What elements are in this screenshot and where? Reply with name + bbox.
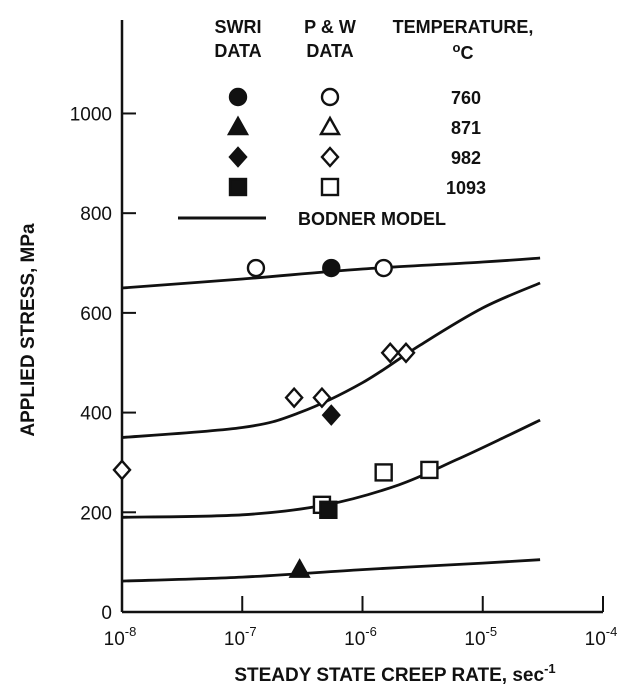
y-axis-label: APPLIED STRESS, MPa bbox=[18, 223, 39, 437]
pw-point-982 bbox=[312, 386, 332, 409]
model-curve-760 bbox=[121, 256, 541, 290]
legend-marker-swri-982 bbox=[228, 146, 248, 168]
legend-temperature-871: 871 bbox=[451, 118, 481, 138]
model-curve-871 bbox=[121, 558, 541, 583]
legend-marker-pw-982 bbox=[320, 146, 340, 168]
axis-labels: APPLIED STRESS, MPa STEADY STATE CREEP R… bbox=[18, 223, 556, 686]
legend-marker-pw-871 bbox=[318, 115, 342, 136]
legend-temperature-1093: 1093 bbox=[446, 178, 486, 198]
y-tick-label: 800 bbox=[80, 204, 112, 225]
legend-marker-swri-1093 bbox=[228, 177, 248, 197]
legend-model-label: BODNER MODEL bbox=[298, 209, 446, 229]
x-axis-label-text: STEADY STATE CREEP RATE, sec bbox=[234, 665, 544, 686]
legend-marker-pw-1093 bbox=[320, 177, 340, 197]
pw-point-760 bbox=[246, 258, 266, 278]
x-tick-label: 10-6 bbox=[344, 624, 377, 650]
legend-header-pw: P & W bbox=[304, 17, 356, 37]
model-curve-982 bbox=[121, 281, 541, 439]
y-tick-label: 0 bbox=[101, 603, 112, 624]
x-tick-label: 10-5 bbox=[464, 624, 497, 650]
pw-point-982 bbox=[380, 341, 400, 364]
legend-header-swri: DATA bbox=[214, 41, 261, 61]
x-axis-label: STEADY STATE CREEP RATE, sec-1 bbox=[234, 661, 555, 686]
swri-point-982 bbox=[321, 404, 341, 426]
x-tick-label: 10-7 bbox=[224, 624, 257, 650]
pw-point-760 bbox=[374, 258, 393, 278]
x-tick-label: 10-8 bbox=[104, 624, 137, 650]
pw-point-1093 bbox=[374, 463, 393, 482]
bodner-model-curves bbox=[121, 256, 541, 583]
model-curve-1093 bbox=[121, 418, 541, 519]
y-tick-label: 400 bbox=[80, 404, 112, 425]
data-points bbox=[112, 258, 439, 578]
x-axis-label-exponent: -1 bbox=[544, 661, 556, 676]
plot-axes: 0 200 400 600 800 1000 10-8 10-7 10-6 10-5 10-4 bbox=[70, 20, 618, 650]
legend-marker-pw-760 bbox=[320, 87, 340, 107]
legend-marker-swri-871 bbox=[226, 115, 250, 136]
legend-temperature-982: 982 bbox=[451, 148, 481, 168]
y-tick-label: 1000 bbox=[70, 104, 112, 125]
legend-temperature-760: 760 bbox=[451, 88, 481, 108]
swri-point-1093 bbox=[319, 500, 338, 520]
pw-point-1093 bbox=[420, 460, 439, 480]
legend-temperature-unit: oC bbox=[453, 40, 474, 63]
legend-marker-swri-760 bbox=[228, 87, 248, 107]
pw-point-982 bbox=[396, 341, 416, 364]
swri-point-760 bbox=[322, 258, 341, 278]
swri-point-871 bbox=[288, 558, 311, 578]
y-tick-label: 200 bbox=[80, 503, 112, 524]
pw-point-982 bbox=[284, 386, 304, 409]
legend-header-temperature: TEMPERATURE, bbox=[393, 17, 534, 37]
legend: SWRI DATA P & W DATA TEMPERATURE, oC 760 871 982… bbox=[178, 17, 533, 229]
legend-header-pw: DATA bbox=[306, 41, 353, 61]
x-tick-label: 10-4 bbox=[585, 624, 618, 650]
legend-header-swri: SWRI bbox=[215, 17, 262, 37]
y-tick-label: 600 bbox=[80, 304, 112, 325]
pw-point-982 bbox=[112, 459, 132, 481]
